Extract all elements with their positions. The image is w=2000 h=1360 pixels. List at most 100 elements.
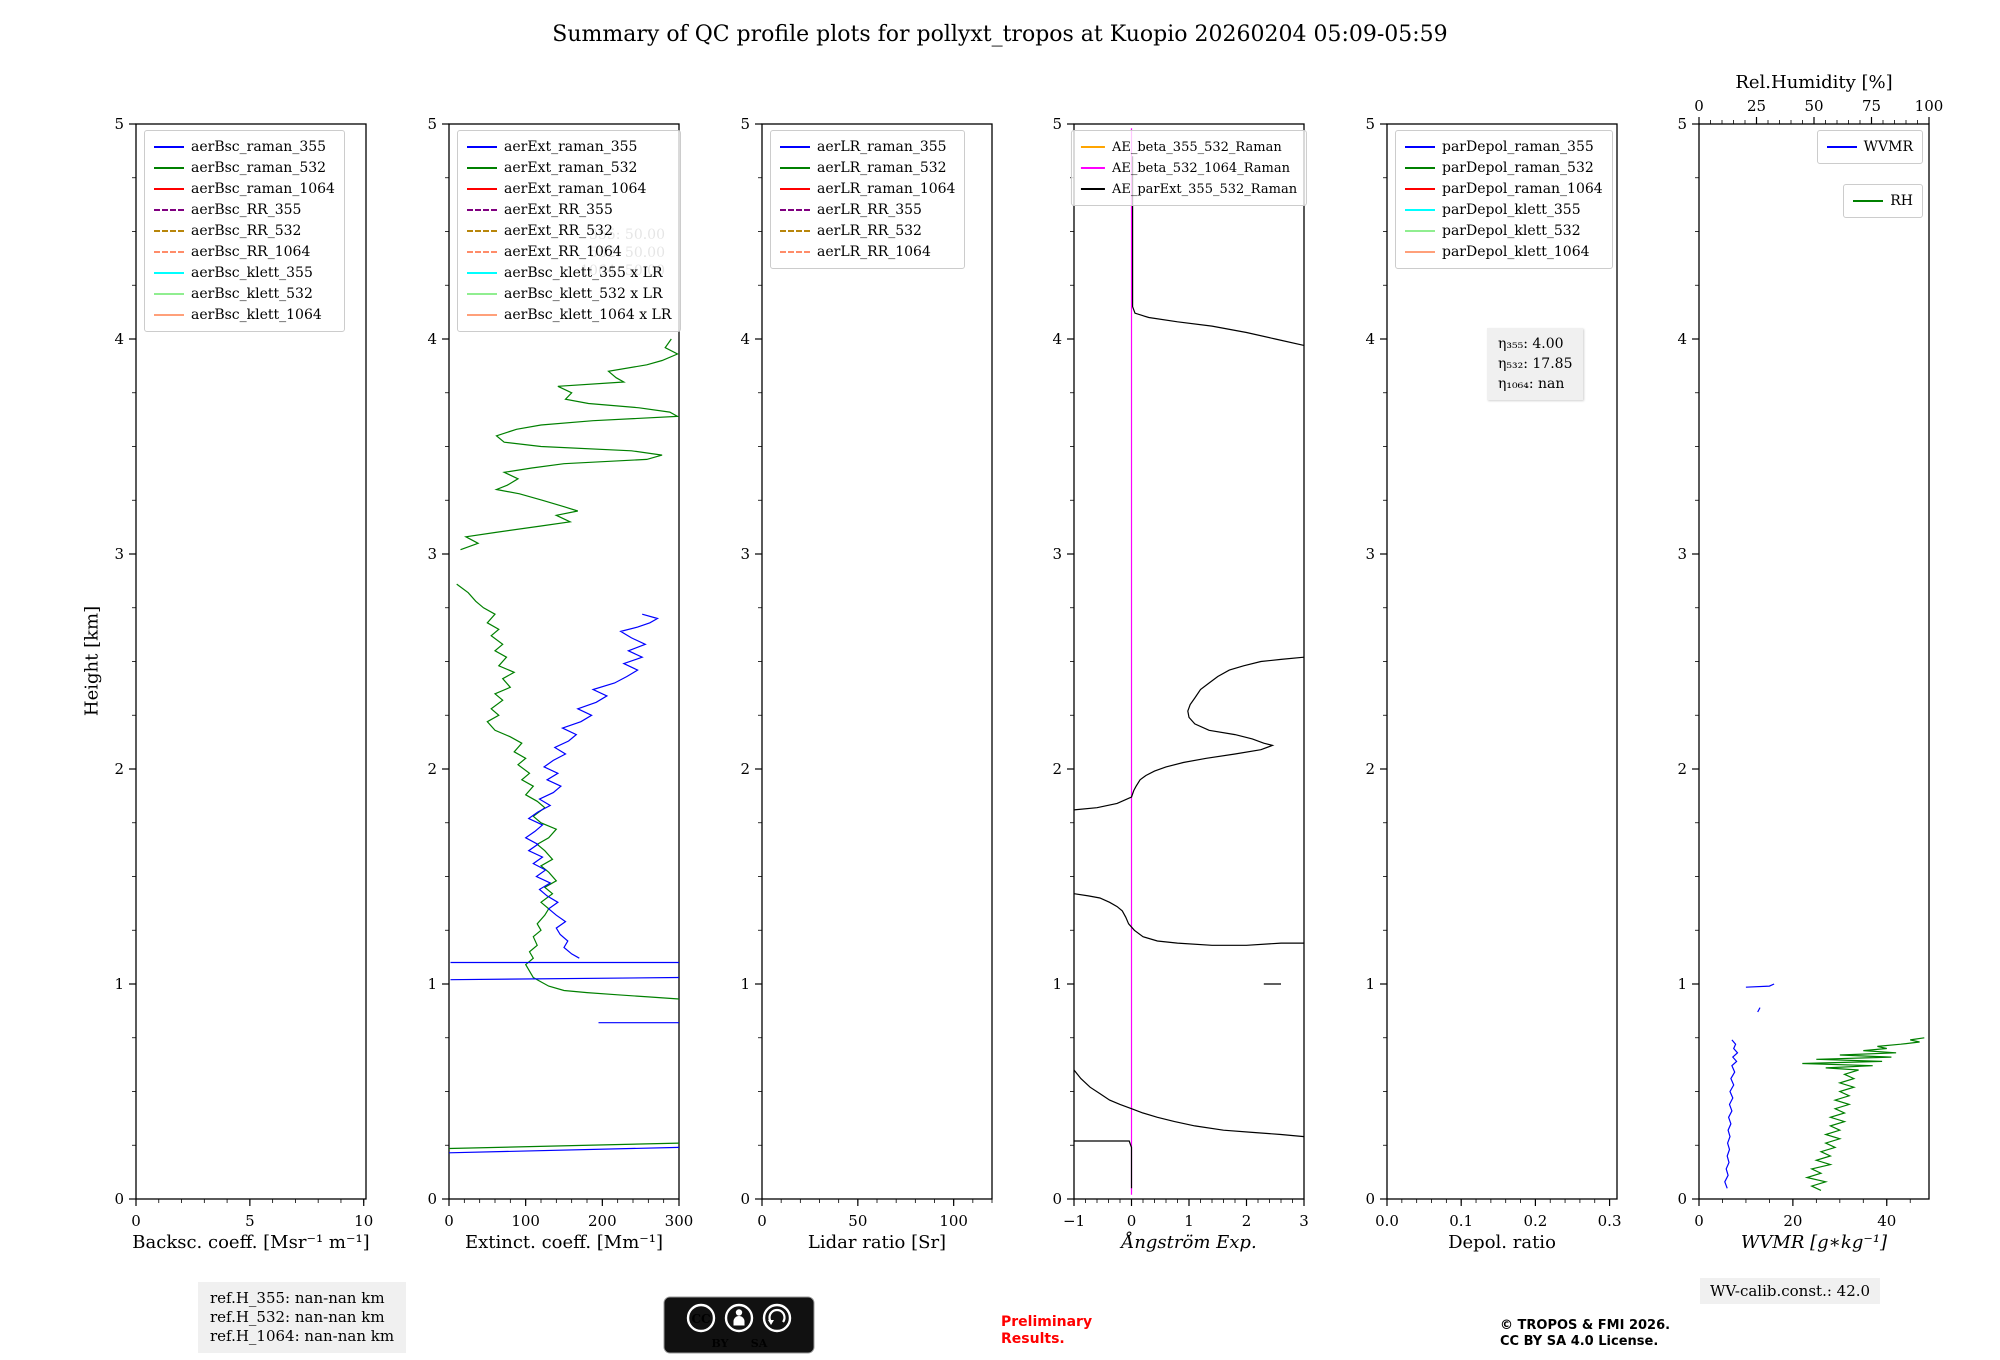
- legend-label: aerBsc_klett_532 x LR: [504, 286, 663, 302]
- legend: WVMR: [1816, 130, 1923, 164]
- legend-line-swatch: [154, 230, 184, 232]
- y-tick-label: 0: [740, 1190, 750, 1208]
- legend-entry: aerBsc_RR_355: [154, 202, 335, 218]
- legend-line-swatch: [467, 188, 497, 190]
- legend-line-swatch: [1405, 167, 1435, 169]
- legend: aerExt_raman_355 aerExt_raman_532 aerExt_r…: [457, 130, 682, 332]
- plot-frame: [761, 123, 993, 1200]
- legend-entry: AE_parExt_355_532_Raman: [1080, 181, 1297, 197]
- x-tick-label: 100: [939, 1212, 968, 1230]
- cc-license-badge: CC BY SA: [663, 1296, 815, 1358]
- legend-label: aerBsc_klett_1064 x LR: [504, 307, 672, 323]
- y-tick-label: 0: [1052, 1190, 1062, 1208]
- legend-line-swatch: [1080, 167, 1105, 169]
- legend-label: aerBsc_klett_355 x LR: [504, 265, 663, 281]
- x-tick-label: 0: [1127, 1212, 1137, 1230]
- y-tick-label: 1: [427, 975, 437, 993]
- legend-line-swatch: [154, 272, 184, 274]
- extinction-plot: 0 100 200 300 0 1 2 3 4 5: [427, 115, 693, 1230]
- plot-frame: [135, 123, 367, 1200]
- legend-label: aerBsc_RR_355: [191, 202, 302, 218]
- x-tick-label: 0.2: [1523, 1212, 1547, 1230]
- legend-label: aerLR_RR_1064: [817, 244, 931, 260]
- legend-label: aerBsc_raman_1064: [191, 181, 335, 197]
- top-tick-label: 75: [1862, 97, 1881, 115]
- legend-entry: aerLR_raman_355: [780, 139, 955, 155]
- legend-label: aerExt_RR_1064: [504, 244, 622, 260]
- legend-line-swatch: [154, 293, 184, 295]
- legend-line-swatch: [154, 146, 184, 148]
- legend-label: parDepol_klett_532: [1442, 223, 1581, 239]
- legend-line-swatch: [1853, 200, 1884, 202]
- series-WVMR: [1724, 1039, 1739, 1189]
- legend-entry: aerBsc_klett_1064 x LR: [467, 307, 671, 323]
- legend-line-swatch: [1080, 146, 1105, 148]
- cc-by-label: BY: [712, 1337, 729, 1350]
- person-icon: [724, 1303, 754, 1333]
- x-tick-label: 0.0: [1375, 1212, 1399, 1230]
- legend-entry: aerLR_RR_1064: [780, 244, 955, 260]
- xlabel-depol: Depol. ratio: [1448, 1232, 1556, 1253]
- legend-label: aerLR_raman_355: [817, 139, 947, 155]
- xlabel-extinction: Extinct. coeff. [Mm⁻¹]: [464, 1232, 664, 1253]
- legend-label: aerExt_raman_1064: [504, 181, 647, 197]
- legend-entry: aerBsc_RR_532: [154, 223, 335, 239]
- y-tick-label: 4: [1052, 330, 1062, 348]
- legend-entry: aerLR_RR_355: [780, 202, 955, 218]
- y-tick-label: 0: [1365, 1190, 1375, 1208]
- y-tick-label: 2: [1052, 760, 1062, 778]
- legend-label: RH: [1890, 193, 1913, 209]
- legend-entry: aerExt_raman_1064: [467, 181, 671, 197]
- x-tick-label: 0: [444, 1212, 454, 1230]
- ref-h-1064: ref.H_1064: nan-nan km: [210, 1327, 395, 1345]
- legend-line-swatch: [467, 251, 497, 253]
- y-tick-label: 3: [1677, 545, 1687, 563]
- legend-entry: parDepol_klett_1064: [1405, 244, 1603, 260]
- y-tick-label: 0: [114, 1190, 124, 1208]
- legend: aerBsc_raman_355 aerBsc_raman_532 aerBsc_r…: [144, 130, 345, 332]
- legend-line-swatch: [780, 209, 810, 211]
- x-tick-label: 5: [245, 1212, 255, 1230]
- legend-line-swatch: [154, 188, 184, 190]
- series-AE_parExt_355_532_Raman: [1073, 656, 1305, 811]
- top-tick-label: 100: [1915, 97, 1944, 115]
- legend-label: aerLR_raman_532: [817, 160, 947, 176]
- legend-label: aerExt_raman_532: [504, 160, 638, 176]
- x-tick-label: 40: [1877, 1212, 1896, 1230]
- legend-entry: aerBsc_klett_355 x LR: [467, 265, 671, 281]
- x-tick-label: 0: [757, 1212, 767, 1230]
- y-tick-label: 0: [1677, 1190, 1687, 1208]
- y-tick-label: 2: [1365, 760, 1375, 778]
- legend-line-swatch: [1405, 251, 1435, 253]
- preliminary-results-note: Preliminary Results.: [1001, 1314, 1093, 1347]
- legend-label: AE_beta_355_532_Raman: [1111, 139, 1282, 155]
- y-tick-label: 2: [427, 760, 437, 778]
- legend-entry: aerExt_raman_355: [467, 139, 671, 155]
- x-tick-label: 0: [131, 1212, 141, 1230]
- y-tick-label: 2: [114, 760, 124, 778]
- xlabel-lidar-ratio: Lidar ratio [Sr]: [807, 1232, 947, 1253]
- y-tick-label: 4: [114, 330, 124, 348]
- reference-height-note: ref.H_355: nan-nan km ref.H_532: nan-nan…: [198, 1282, 407, 1353]
- legend-line-swatch: [1080, 188, 1105, 190]
- cc-icon: [686, 1303, 716, 1333]
- legend: aerLR_raman_355 aerLR_raman_532 aerLR_rama…: [770, 130, 966, 269]
- xlabel-backscatter: Backsc. coeff. [Msr⁻¹ m⁻¹]: [132, 1232, 370, 1253]
- legend-label: parDepol_raman_1064: [1442, 181, 1603, 197]
- legend-entry: aerLR_RR_532: [780, 223, 955, 239]
- legend-label: aerExt_RR_532: [504, 223, 613, 239]
- x-tick-label: 3: [1299, 1212, 1309, 1230]
- y-tick-label: 3: [114, 545, 124, 563]
- series-AE_parExt_355_532_Raman: [1073, 893, 1304, 946]
- x-tick-label: 300: [665, 1212, 694, 1230]
- x-tick-label: 50: [848, 1212, 867, 1230]
- x-tick-label: 20: [1783, 1212, 1802, 1230]
- lidar-ratio-plot: 0 50 100 0 1 2 3 4 5: [740, 115, 993, 1230]
- xlabel-wvmr: WVMR [g∗kg⁻¹]: [1740, 1232, 1888, 1253]
- legend-entry: parDepol_klett_355: [1405, 202, 1603, 218]
- series-aerExt_raman_355: [448, 1146, 680, 1154]
- y-tick-label: 5: [1677, 115, 1687, 133]
- cc-icon-label: CC: [691, 1312, 710, 1326]
- series-aerExt_raman_532: [456, 583, 680, 1000]
